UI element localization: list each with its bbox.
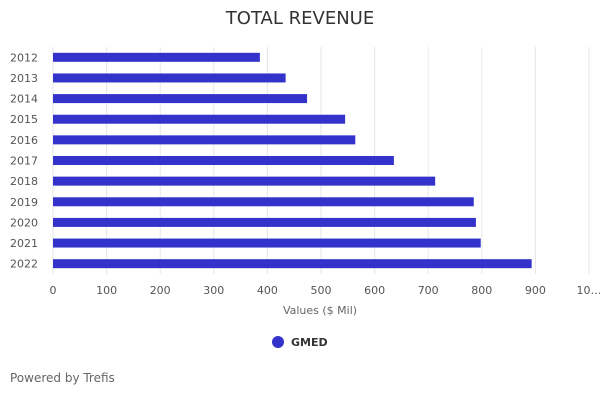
bar-2017[interactable] — [53, 156, 394, 165]
x-tick-label: 100 — [96, 284, 117, 297]
legend[interactable]: GMED — [272, 336, 328, 349]
x-axis-ticks: 0 100 200 300 400 500 600 700 800 900 10… — [50, 284, 600, 297]
bar-2021[interactable] — [53, 238, 481, 248]
y-tick-label: 2014 — [10, 93, 38, 106]
x-tick-label: 500 — [311, 284, 332, 297]
y-tick-label: 2020 — [10, 216, 38, 229]
y-tick-label: 2015 — [10, 113, 38, 126]
x-tick-label: 800 — [471, 284, 492, 297]
bar-2018[interactable] — [53, 176, 436, 186]
bar-2019[interactable] — [53, 197, 474, 207]
x-axis-title: Values ($ Mil) — [283, 304, 357, 317]
bar-2016[interactable] — [53, 135, 356, 145]
y-tick-label: 2013 — [10, 72, 38, 85]
x-tick-label: 900 — [525, 284, 546, 297]
y-tick-label: 2012 — [10, 51, 38, 64]
y-tick-label: 2016 — [10, 134, 38, 147]
x-tick-label: 700 — [418, 284, 439, 297]
bar-2013[interactable] — [53, 73, 286, 83]
bar-2020[interactable] — [53, 217, 476, 227]
y-tick-label: 2021 — [10, 237, 38, 250]
footer-credit: Powered by Trefis — [10, 371, 115, 385]
x-tick-label: 0 — [50, 284, 57, 297]
x-tick-label: 600 — [364, 284, 385, 297]
legend-label[interactable]: GMED — [291, 336, 328, 349]
x-tick-label: 400 — [257, 284, 278, 297]
bar-2014[interactable] — [53, 94, 308, 104]
chart-title: TOTAL REVENUE — [225, 8, 374, 29]
x-tick-label: 10… — [577, 284, 600, 297]
bar-2022[interactable] — [53, 259, 532, 269]
legend-marker-icon[interactable] — [272, 336, 284, 348]
bars — [53, 52, 532, 269]
y-tick-label: 2017 — [10, 155, 38, 168]
x-tick-label: 200 — [150, 284, 171, 297]
x-tick-label: 300 — [203, 284, 224, 297]
y-axis-labels: 2012 2013 2014 2015 2016 2017 2018 2019 2020 2021… — [10, 51, 38, 270]
y-tick-label: 2022 — [10, 258, 38, 271]
y-tick-label: 2018 — [10, 175, 38, 188]
y-tick-label: 2019 — [10, 196, 38, 209]
bar-2012[interactable] — [53, 52, 260, 62]
bar-2015[interactable] — [53, 114, 346, 124]
